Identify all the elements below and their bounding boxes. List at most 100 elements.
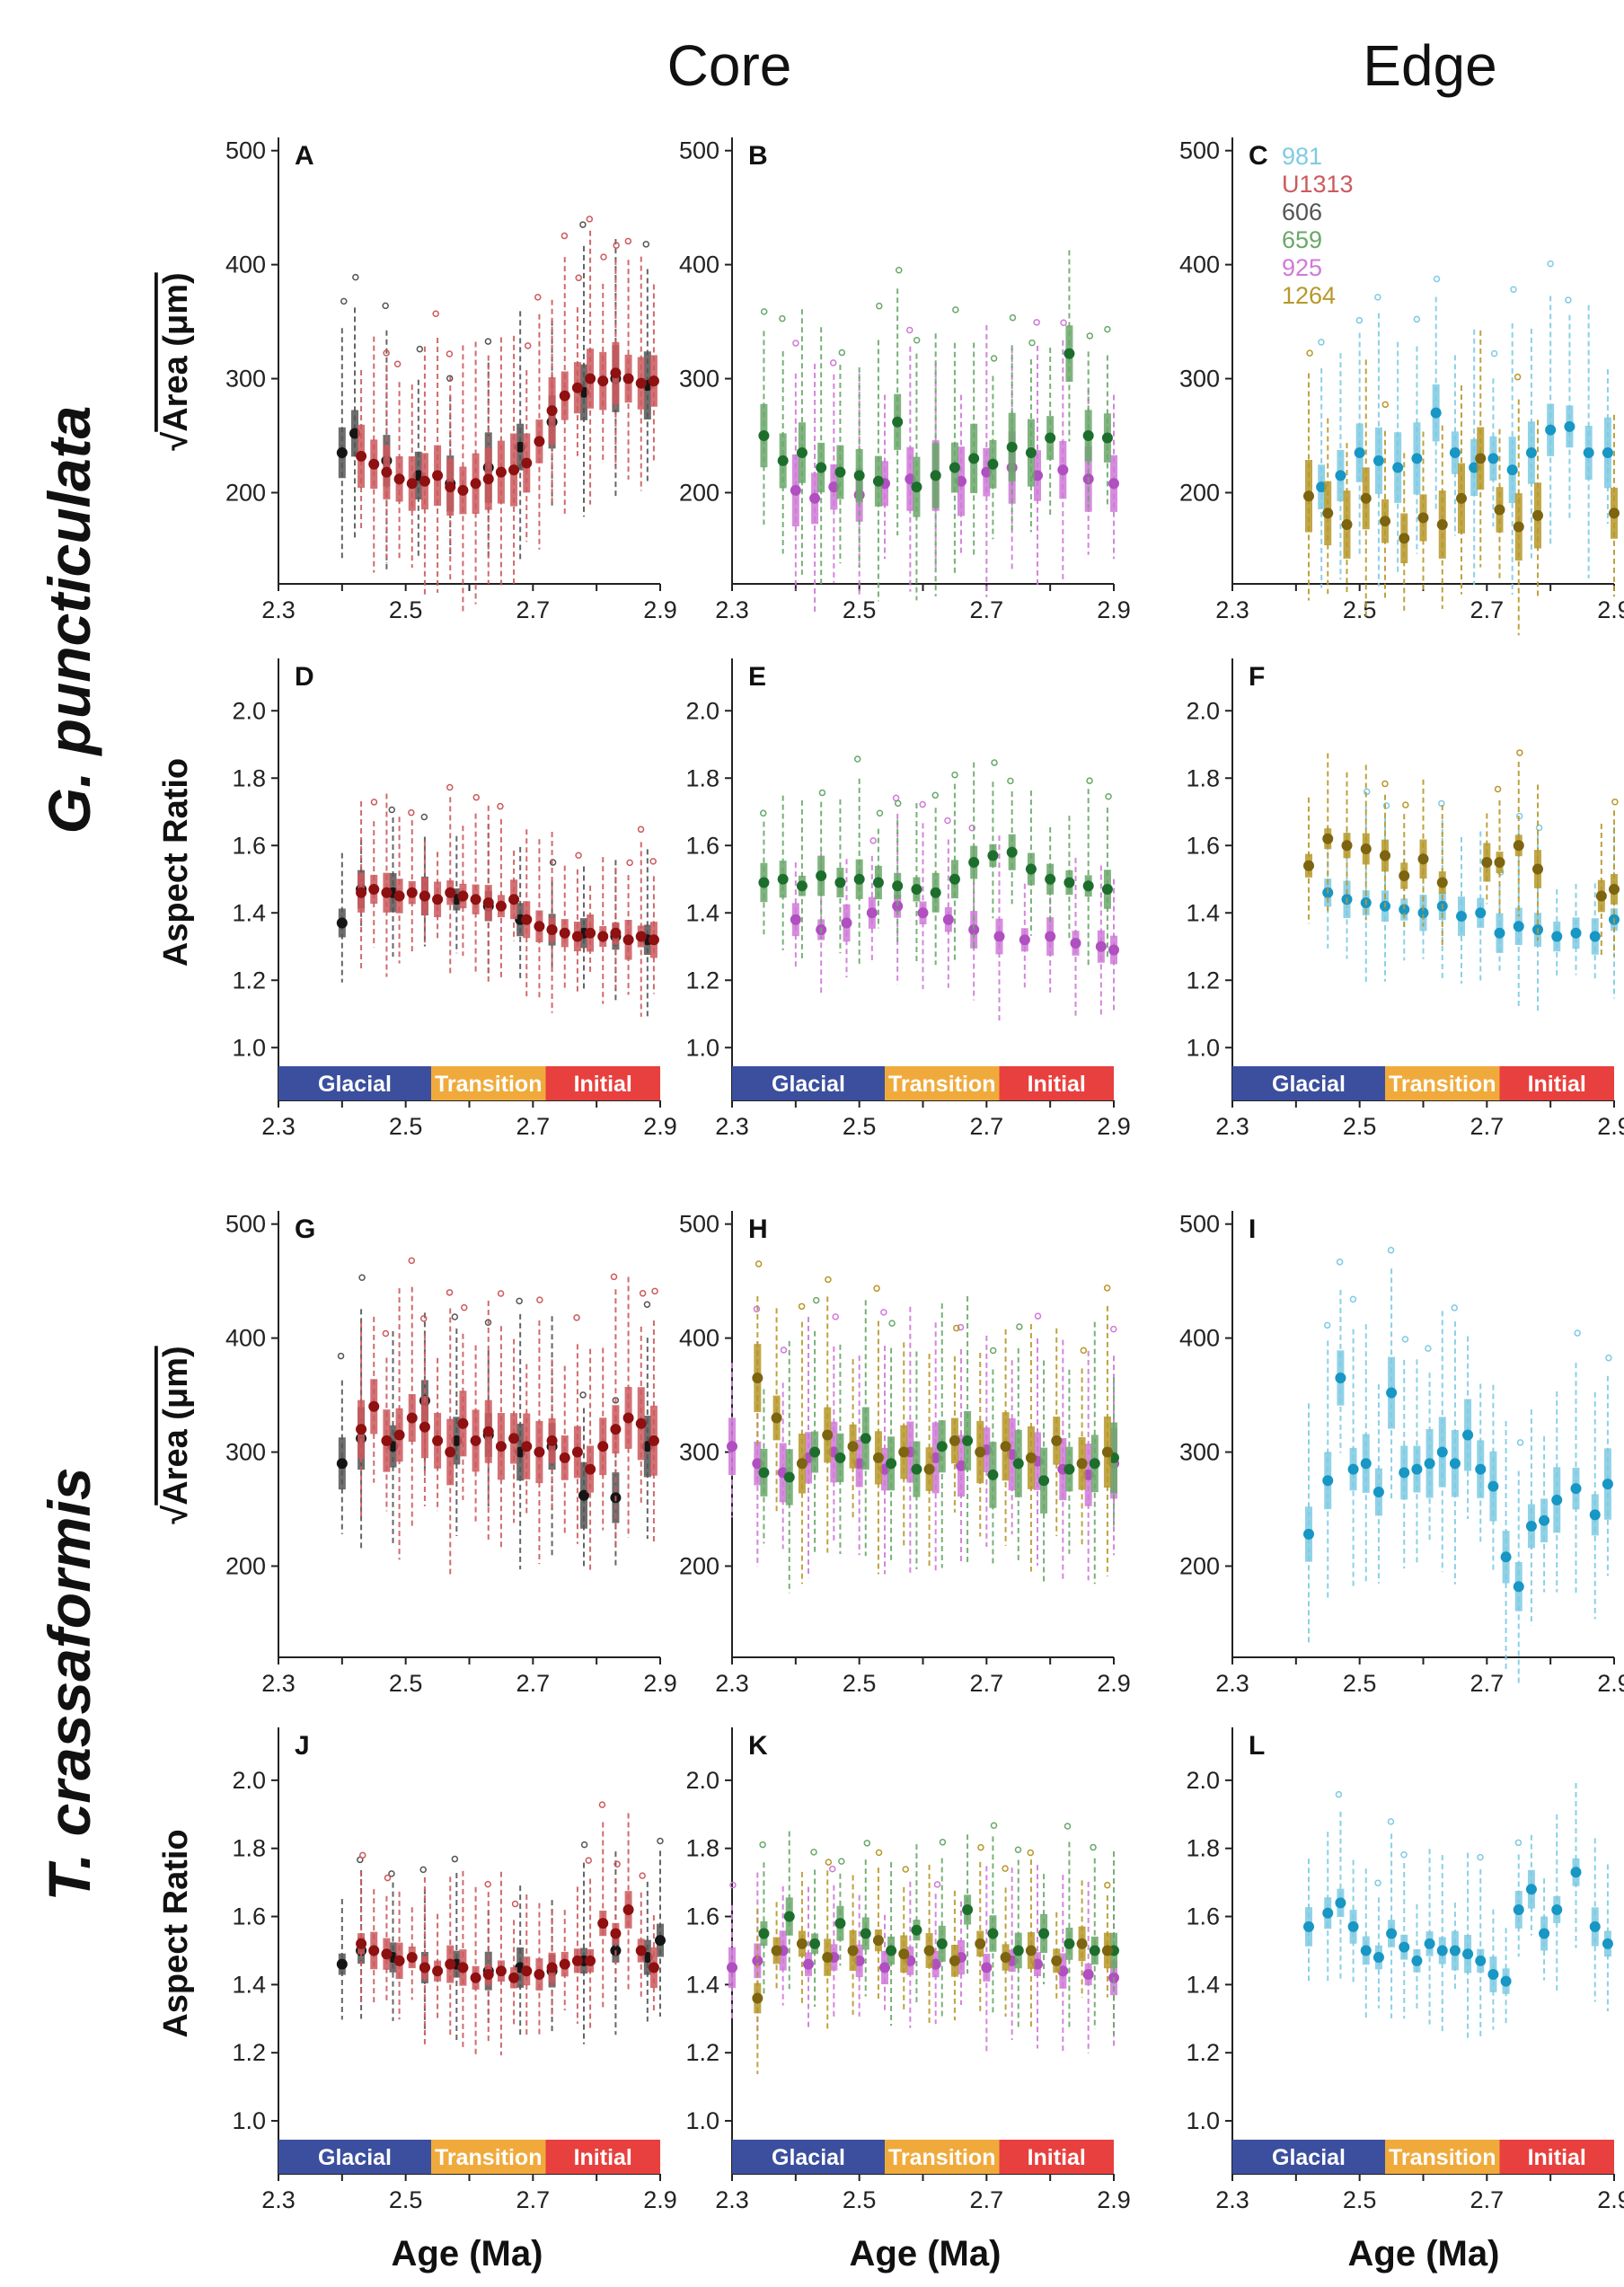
panel-label: G xyxy=(295,1214,315,1244)
median-point xyxy=(1322,1907,1334,1919)
median-point xyxy=(968,857,980,868)
outlier xyxy=(1009,313,1017,322)
y-tick-label: 500 xyxy=(1179,137,1220,164)
x-tick-label: 2.3 xyxy=(261,2186,296,2213)
x-tick-label: 2.5 xyxy=(389,596,423,623)
median-point xyxy=(796,1938,808,1949)
outlier xyxy=(1336,1258,1344,1266)
stage-band-glacial xyxy=(1232,2140,1385,2174)
median-point xyxy=(1360,492,1372,504)
median-point xyxy=(886,1945,897,1956)
y-tick-label: 500 xyxy=(679,1211,719,1238)
median-point xyxy=(445,1446,456,1458)
median-point xyxy=(892,416,904,428)
y-tick-label: 1.8 xyxy=(1186,1835,1220,1862)
median-point xyxy=(1487,1969,1499,1980)
y-tick-label: 1.4 xyxy=(685,1971,719,1998)
median-point xyxy=(727,1441,737,1453)
y-tick-label: 1.8 xyxy=(232,1835,266,1862)
median-point xyxy=(1335,470,1346,481)
median-point xyxy=(1025,1945,1037,1956)
median-point xyxy=(923,1945,935,1956)
stage-label: Transition xyxy=(1389,1072,1496,1097)
x-tick-label: 2.3 xyxy=(1215,1113,1249,1140)
y-tick-label: 2.0 xyxy=(685,697,719,724)
median-point xyxy=(546,1962,558,1974)
x-tick-label: 2.9 xyxy=(1597,2186,1624,2213)
outlier xyxy=(600,253,607,260)
outlier xyxy=(944,817,951,825)
median-point xyxy=(872,1935,884,1947)
outlier xyxy=(825,1859,833,1866)
outlier xyxy=(419,1866,427,1874)
median-point xyxy=(1095,940,1107,952)
median-point xyxy=(1038,1475,1050,1487)
outlier xyxy=(446,1289,454,1296)
median-point xyxy=(368,1945,380,1956)
outlier xyxy=(957,1323,965,1331)
median-point xyxy=(1602,1479,1613,1490)
legend-entry-1264: 1264 xyxy=(1282,282,1336,309)
median-point xyxy=(585,373,596,384)
median-point xyxy=(571,1446,583,1458)
median-point xyxy=(752,1992,763,2004)
y-tick-label: 2.0 xyxy=(232,1767,266,1794)
x-tick-label: 2.7 xyxy=(1470,1113,1505,1140)
outlier xyxy=(657,1837,664,1845)
median-point xyxy=(1475,1955,1487,1966)
median-point xyxy=(1057,464,1069,476)
median-point xyxy=(987,1469,999,1480)
y-tick-label: 500 xyxy=(225,137,266,164)
stage-band-glacial xyxy=(278,2140,431,2174)
outlier xyxy=(1306,349,1313,357)
median-point xyxy=(1475,1463,1487,1475)
outlier xyxy=(359,1851,366,1859)
outlier xyxy=(1516,1439,1524,1446)
outlier xyxy=(613,1860,621,1868)
median-point xyxy=(1570,1483,1582,1495)
median-point xyxy=(622,373,634,384)
outlier xyxy=(1007,777,1014,785)
median-point xyxy=(1064,1938,1075,1949)
median-point xyxy=(1456,911,1467,922)
outlier xyxy=(951,771,958,779)
median-point xyxy=(559,390,570,402)
median-point xyxy=(521,1441,533,1453)
stage-band-glacial xyxy=(278,1066,431,1100)
median-point xyxy=(1064,1463,1075,1475)
median-point xyxy=(1525,1884,1537,1895)
median-point xyxy=(930,1958,941,1970)
stage-band-initial xyxy=(545,1066,660,1100)
outlier xyxy=(1355,316,1364,324)
median-point xyxy=(1456,492,1467,504)
outlier xyxy=(1402,801,1409,808)
median-point xyxy=(790,914,801,925)
median-point xyxy=(1411,453,1423,464)
median-point xyxy=(393,1955,405,1966)
series-981 xyxy=(1303,1782,1613,2040)
median-point xyxy=(393,1429,405,1441)
outlier xyxy=(894,799,902,808)
x-axis-label-core-left: Age (Ma) xyxy=(392,2234,543,2274)
median-point xyxy=(406,887,418,898)
stage-label: Transition xyxy=(1389,2145,1496,2170)
median-point xyxy=(1057,1965,1069,1977)
median-point xyxy=(336,1458,348,1470)
outlier xyxy=(451,1855,459,1863)
outlier xyxy=(416,345,424,353)
y-tick-label: 1.2 xyxy=(685,967,719,993)
outlier xyxy=(1574,1329,1581,1337)
panel-label: B xyxy=(748,141,768,171)
median-point xyxy=(432,1965,444,1977)
median-point xyxy=(1513,1581,1524,1593)
stage-label: Initial xyxy=(1528,1072,1586,1097)
outlier xyxy=(810,1849,817,1856)
median-point xyxy=(1341,519,1353,530)
median-point xyxy=(356,1938,367,1949)
outlier xyxy=(472,793,480,801)
y-tick-label: 200 xyxy=(679,1552,719,1579)
series-925 xyxy=(727,1305,1119,1581)
x-tick-label: 2.3 xyxy=(1215,1670,1249,1697)
outlier xyxy=(829,359,837,366)
median-point xyxy=(968,924,980,935)
